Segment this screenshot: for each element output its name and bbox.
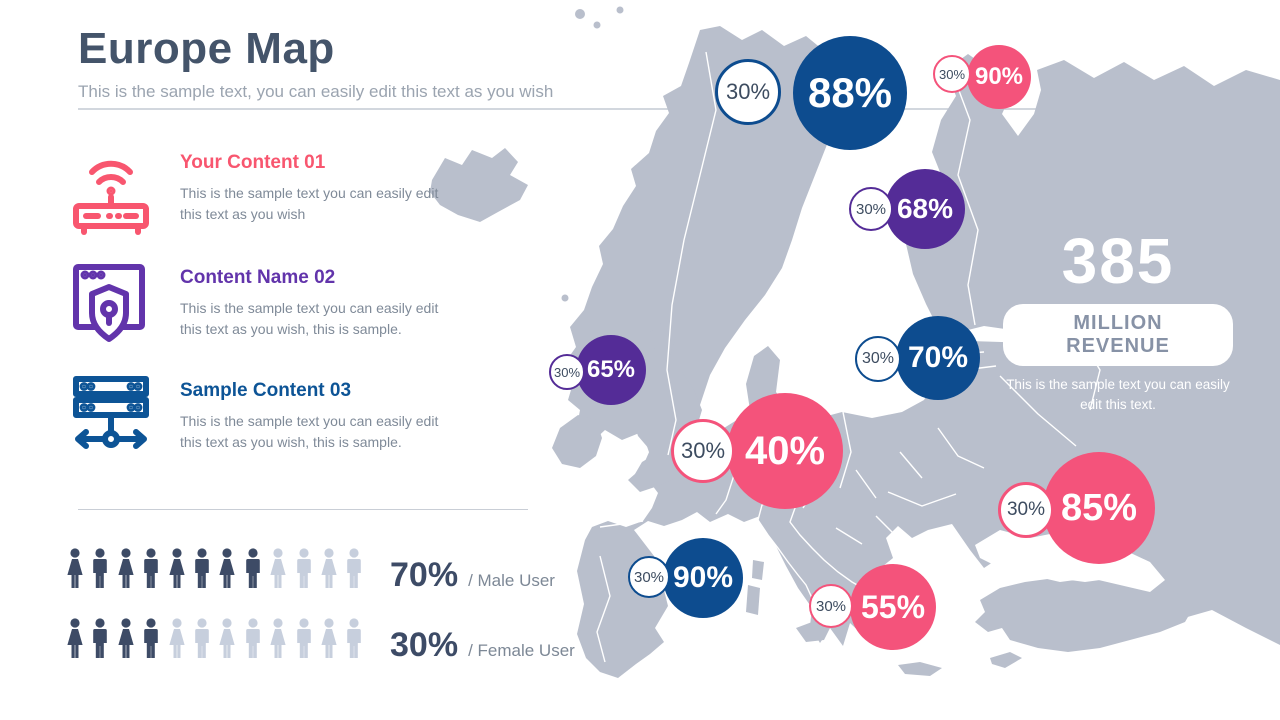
- map-marker-90%: 90%: [663, 538, 743, 618]
- map-marker-40%-satellite: 30%: [671, 419, 735, 483]
- map-marker-90%-satellite: 30%: [628, 556, 670, 598]
- female-person-icon: [216, 618, 238, 660]
- content-block-2-body: This is the sample text you can easily e…: [180, 300, 439, 337]
- male-person-icon: [89, 548, 111, 590]
- map-marker-90%: 90%: [967, 45, 1031, 109]
- map-marker-88%-satellite: 30%: [715, 59, 781, 125]
- male-person-icon: [191, 548, 213, 590]
- map-marker-65%-satellite: 30%: [549, 354, 585, 390]
- content-block-1-body: This is the sample text you can easily e…: [180, 185, 439, 222]
- server-network-icon: [68, 374, 154, 469]
- map-marker-65%: 65%: [576, 335, 646, 405]
- header: Europe Map This is the sample text, you …: [78, 24, 638, 102]
- secure-browser-icon: [68, 261, 154, 356]
- male-person-icon: [140, 548, 162, 590]
- map-marker-68%: 68%: [885, 169, 965, 249]
- map-marker-55%-satellite: 30%: [809, 584, 853, 628]
- male-person-icon: [242, 548, 264, 590]
- female-user-pictograph: [64, 618, 384, 660]
- male-user-label: / Male User: [468, 571, 555, 590]
- female-person-icon: [216, 548, 238, 590]
- page-subtitle: This is the sample text, you can easily …: [78, 82, 554, 101]
- revenue-unit-badge: MILLION REVENUE: [1003, 304, 1233, 366]
- revenue-value: 385: [1061, 225, 1175, 297]
- male-user-percent: 70%: [390, 556, 459, 594]
- male-user-stat: 70% / Male User: [390, 556, 555, 595]
- female-user-label: / Female User: [468, 641, 575, 660]
- male-person-icon: [191, 618, 213, 660]
- map-marker-90%-satellite: 30%: [933, 55, 971, 93]
- content-block-3: Sample Content 03 This is the sample tex…: [68, 374, 468, 469]
- content-block-2-title: Content Name 02: [180, 267, 336, 288]
- map-marker-85%-satellite: 30%: [998, 482, 1054, 538]
- female-person-icon: [115, 618, 137, 660]
- female-person-icon: [166, 548, 188, 590]
- male-person-icon: [89, 618, 111, 660]
- female-person-icon: [318, 618, 340, 660]
- map-marker-85%: 85%: [1043, 452, 1155, 564]
- female-person-icon: [64, 548, 86, 590]
- map-marker-55%: 55%: [850, 564, 936, 650]
- map-marker-68%-satellite: 30%: [849, 187, 893, 231]
- map-marker-70%: 70%: [896, 316, 980, 400]
- content-block-3-title: Sample Content 03: [180, 380, 352, 401]
- female-person-icon: [64, 618, 86, 660]
- wifi-router-icon: [68, 146, 154, 241]
- female-person-icon: [166, 618, 188, 660]
- male-person-icon: [343, 548, 365, 590]
- section-divider-line: [78, 509, 528, 510]
- male-person-icon: [293, 548, 315, 590]
- female-person-icon: [267, 618, 289, 660]
- content-block-1-title: Your Content 01: [180, 152, 326, 173]
- content-block-2: Content Name 02 This is the sample text …: [68, 261, 468, 356]
- revenue-callout: 385 MILLION REVENUE This is the sample t…: [1003, 228, 1233, 415]
- male-person-icon: [293, 618, 315, 660]
- male-person-icon: [140, 618, 162, 660]
- page-title: Europe Map: [78, 24, 335, 73]
- content-block-1: Your Content 01 This is the sample text …: [68, 146, 468, 241]
- map-marker-40%: 40%: [727, 393, 843, 509]
- map-marker-70%-satellite: 30%: [855, 336, 901, 382]
- female-user-stat: 30% / Female User: [390, 626, 575, 665]
- revenue-note: This is the sample text you can easily e…: [1006, 377, 1230, 412]
- map-marker-88%: 88%: [793, 36, 907, 150]
- female-person-icon: [267, 548, 289, 590]
- male-person-icon: [343, 618, 365, 660]
- male-user-pictograph: [64, 548, 384, 590]
- content-block-3-body: This is the sample text you can easily e…: [180, 413, 439, 450]
- female-person-icon: [115, 548, 137, 590]
- male-person-icon: [242, 618, 264, 660]
- female-person-icon: [318, 548, 340, 590]
- female-user-percent: 30%: [390, 626, 459, 664]
